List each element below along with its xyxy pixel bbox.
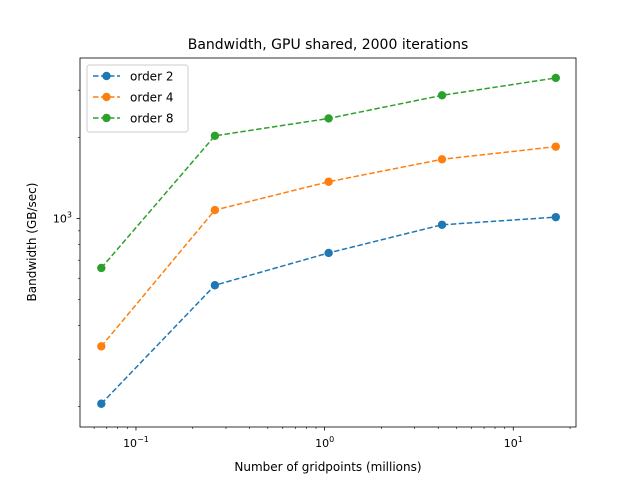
data-point [551,73,560,83]
legend-frame [86,64,189,133]
x-tick-label: 100 [315,435,334,450]
plot-frame [79,57,577,428]
data-point [324,114,333,123]
data-point [210,281,220,290]
series-layer [97,73,560,408]
legend-label: order 4 [130,91,173,105]
series-line [100,145,556,347]
series-order-8 [97,73,560,273]
data-point [437,220,447,229]
data-point [551,142,560,151]
data-point [551,212,560,222]
data-point [324,177,333,186]
chart-title: Bandwidth, GPU shared, 2000 iterations [188,37,469,53]
legend-label: order 8 [130,112,173,126]
legend-label: order 2 [130,70,173,84]
legend-marker [102,71,111,81]
x-axis-label: Number of gridpoints (millions) [234,460,421,474]
data-point [324,248,333,258]
data-point [97,399,106,408]
legend-item: order 4 [93,91,173,105]
data-point [437,91,447,100]
axis-ticks: 10−1 100 101 103 [53,89,571,450]
series-order-2 [97,212,560,408]
data-point [97,342,106,351]
legend-marker [102,113,111,123]
legend-item: order 2 [93,70,173,84]
legend-item: order 8 [93,112,173,126]
x-tick-label: 101 [504,435,523,450]
legend-marker [102,92,111,102]
data-point [97,263,106,273]
series-order-4 [97,142,560,351]
y-tick-label: 103 [53,211,72,226]
data-point [210,205,220,215]
y-axis-label: Bandwidth (GB/sec) [25,183,39,302]
data-point [210,131,220,140]
data-point [437,155,447,164]
x-tick-label: 10−1 [123,435,149,450]
legend: order 2 order 4 order 8 [86,64,189,133]
